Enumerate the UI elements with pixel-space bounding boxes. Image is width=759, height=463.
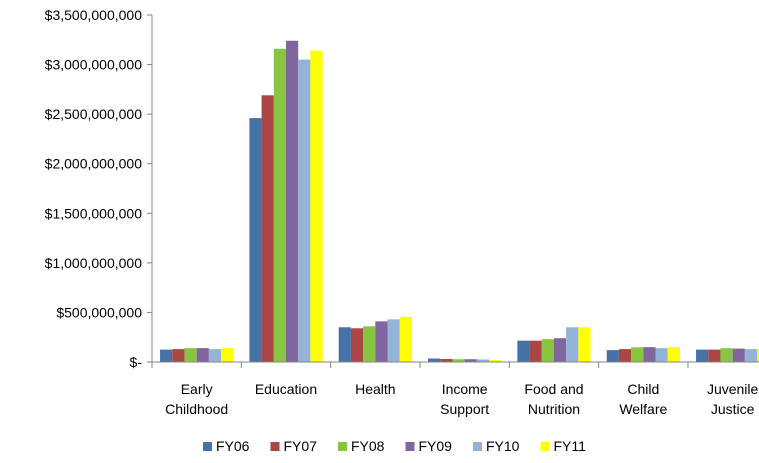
- x-category-label: Income Support: [440, 381, 489, 417]
- bar-fy10-2: [387, 319, 400, 362]
- legend-label-fy09: FY09: [419, 438, 453, 454]
- bar-fy10-1: [298, 59, 311, 363]
- legend-swatch-fy10: [473, 442, 482, 451]
- bar-fy08-5: [631, 347, 644, 362]
- bar-fy08-6: [720, 348, 733, 362]
- legend-swatch-fy07: [270, 442, 280, 451]
- x-category-label: Health: [355, 381, 395, 397]
- bar-fy06-6: [696, 349, 709, 362]
- legend-swatch-fy11: [540, 442, 550, 451]
- bar-fy11-4: [578, 327, 591, 362]
- bar-fy09-0: [196, 348, 209, 362]
- bar-fy07-5: [618, 349, 632, 362]
- y-tick-label: $3,000,000,000: [45, 57, 143, 73]
- bar-fy07-0: [172, 349, 185, 362]
- x-category-label: Education: [255, 381, 317, 397]
- bar-fy06-2: [338, 327, 351, 362]
- bar-fy09-6: [732, 348, 745, 362]
- bar-fy08-2: [363, 326, 376, 362]
- y-tick-label: $2,000,000,000: [45, 156, 143, 172]
- legend-label-fy06: FY06: [216, 438, 250, 454]
- y-tick-label: $1,000,000,000: [45, 255, 143, 271]
- bar-fy06-3: [428, 358, 441, 362]
- legend-label-fy11: FY11: [554, 438, 587, 454]
- bar-fy07-4: [529, 340, 542, 362]
- legend-swatch-fy08: [338, 442, 347, 451]
- bar-fy08-1: [273, 48, 286, 363]
- bar-fy09-2: [375, 321, 388, 362]
- y-tick-label: $2,500,000,000: [45, 106, 143, 122]
- legend-label-fy10: FY10: [486, 438, 520, 454]
- bar-fy08-4: [541, 339, 554, 362]
- bar-fy06-4: [517, 340, 530, 362]
- bar-fy09-3: [464, 359, 477, 362]
- legend-swatch-fy09: [405, 442, 415, 451]
- x-category-label: Early Childhood: [165, 381, 228, 417]
- bar-fy06-0: [160, 349, 173, 362]
- bar-fy11-5: [667, 347, 680, 362]
- legend-swatch-fy06: [203, 442, 212, 451]
- bar-fy08-0: [184, 348, 197, 362]
- bar-fy11-6: [757, 348, 759, 362]
- bar-fy09-5: [643, 347, 656, 362]
- bar-fy11-2: [399, 316, 412, 362]
- bar-fy06-5: [606, 350, 619, 362]
- y-tick-label: $3,500,000,000: [45, 7, 143, 23]
- bar-fy11-3: [489, 360, 502, 362]
- bar-fy09-4: [553, 338, 567, 362]
- bar-fy06-1: [249, 118, 262, 362]
- y-tick-label: $500,000,000: [56, 304, 142, 320]
- y-tick-label: $-: [130, 354, 143, 370]
- bar-fy11-1: [310, 50, 323, 362]
- x-category-label: Child Welfare: [619, 381, 667, 417]
- x-category-label: Food and Nutrition: [524, 381, 583, 417]
- legend-label-fy07: FY07: [284, 438, 318, 454]
- bar-fy10-4: [566, 327, 579, 362]
- bar-fy07-1: [261, 95, 274, 362]
- x-axis: Early Childhood Education Health Income Suppo…: [151, 361, 759, 417]
- bar-fy10-0: [208, 349, 222, 362]
- x-category-label: Juvenile Justice: [707, 381, 759, 417]
- bar-fy07-3: [440, 359, 453, 362]
- legend: FY06 FY07 FY08 FY09 FY10 FY11: [203, 438, 586, 454]
- bar-fy09-1: [286, 40, 299, 362]
- y-axis: $- $500,000,000 $1,000,000,000 $1,500,000,0…: [45, 7, 153, 370]
- bar-fy07-6: [708, 349, 721, 362]
- y-tick-label: $1,500,000,000: [45, 205, 143, 221]
- bar-fy07-2: [350, 328, 364, 362]
- bar-fy08-3: [452, 359, 465, 362]
- bar-fy10-5: [655, 348, 668, 362]
- bar-fy10-3: [476, 359, 490, 362]
- legend-label-fy08: FY08: [351, 438, 385, 454]
- bar-fy10-6: [744, 349, 758, 362]
- bar-fy11-0: [221, 348, 234, 362]
- bars: [160, 40, 759, 363]
